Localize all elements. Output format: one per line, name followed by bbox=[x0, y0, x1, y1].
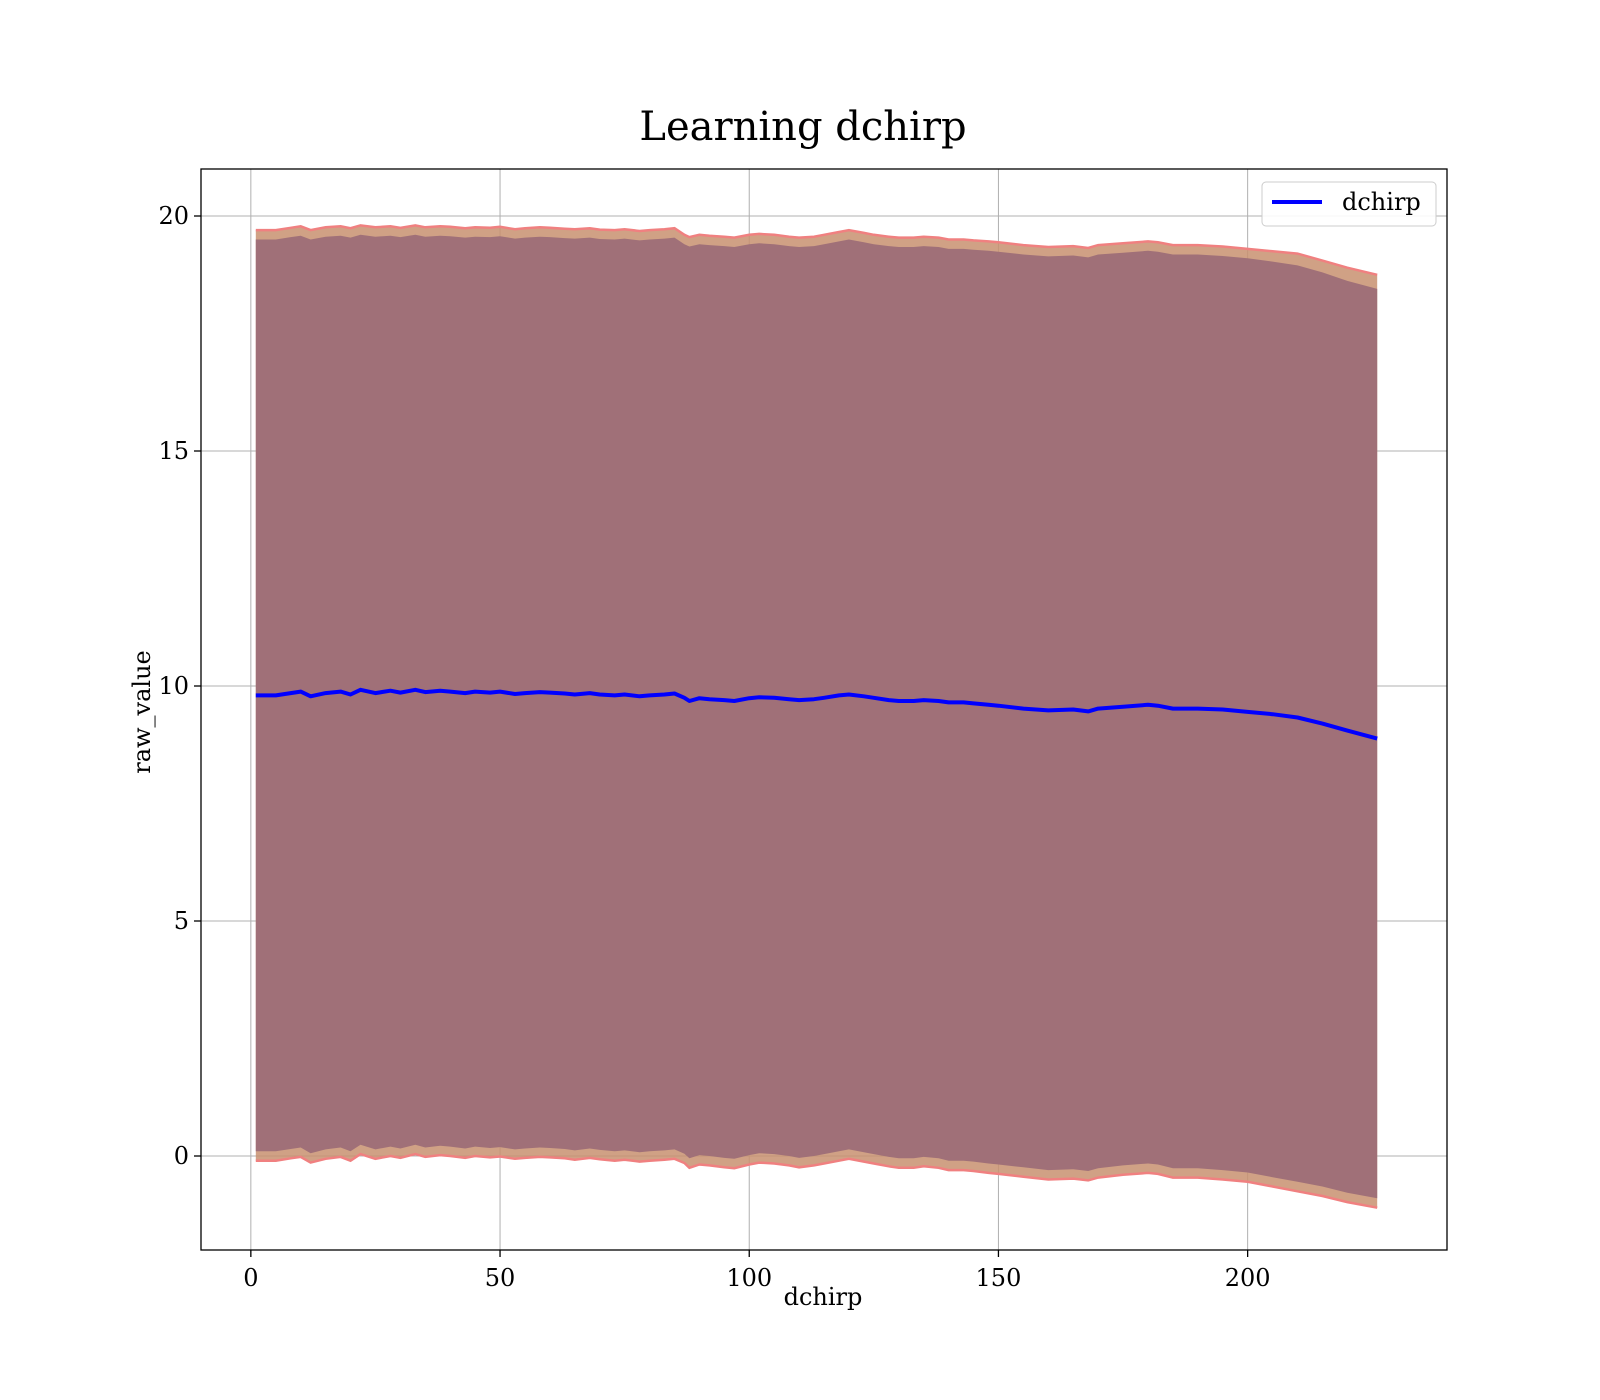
ticks: 0 50 100 150 200 0 5 10 15 20 bbox=[158, 202, 1270, 1292]
y-tick-label: 0 bbox=[174, 1142, 189, 1170]
series-line-dchirp bbox=[255, 687, 1378, 741]
band-lower-edge bbox=[255, 1152, 1378, 1209]
y-tick-label: 5 bbox=[174, 907, 189, 935]
y-axis-label: raw_value bbox=[128, 650, 156, 774]
band-upper-edge bbox=[255, 224, 1378, 277]
x-tick-label: 200 bbox=[1225, 1264, 1271, 1292]
series-lines bbox=[255, 687, 1378, 741]
x-tick-label: 100 bbox=[726, 1264, 772, 1292]
inner-uncertainty-band bbox=[255, 234, 1378, 1199]
axes-frame bbox=[200, 168, 1448, 1251]
legend: dchirp bbox=[1261, 181, 1437, 227]
y-tick-label: 10 bbox=[158, 672, 189, 700]
legend-label-dchirp: dchirp bbox=[1342, 188, 1421, 216]
uncertainty-bands bbox=[255, 224, 1378, 1209]
y-tick-label: 20 bbox=[158, 202, 189, 230]
x-tick-label: 0 bbox=[243, 1264, 258, 1292]
plot-area: 0 50 100 150 200 0 5 10 15 20 bbox=[158, 168, 1448, 1292]
x-tick-label: 150 bbox=[976, 1264, 1022, 1292]
chart-title: Learning dchirp bbox=[639, 104, 966, 150]
legend-box bbox=[1261, 181, 1437, 227]
x-axis-label: dchirp bbox=[784, 1283, 863, 1311]
y-tick-label: 15 bbox=[158, 437, 189, 465]
x-tick-label: 50 bbox=[485, 1264, 516, 1292]
